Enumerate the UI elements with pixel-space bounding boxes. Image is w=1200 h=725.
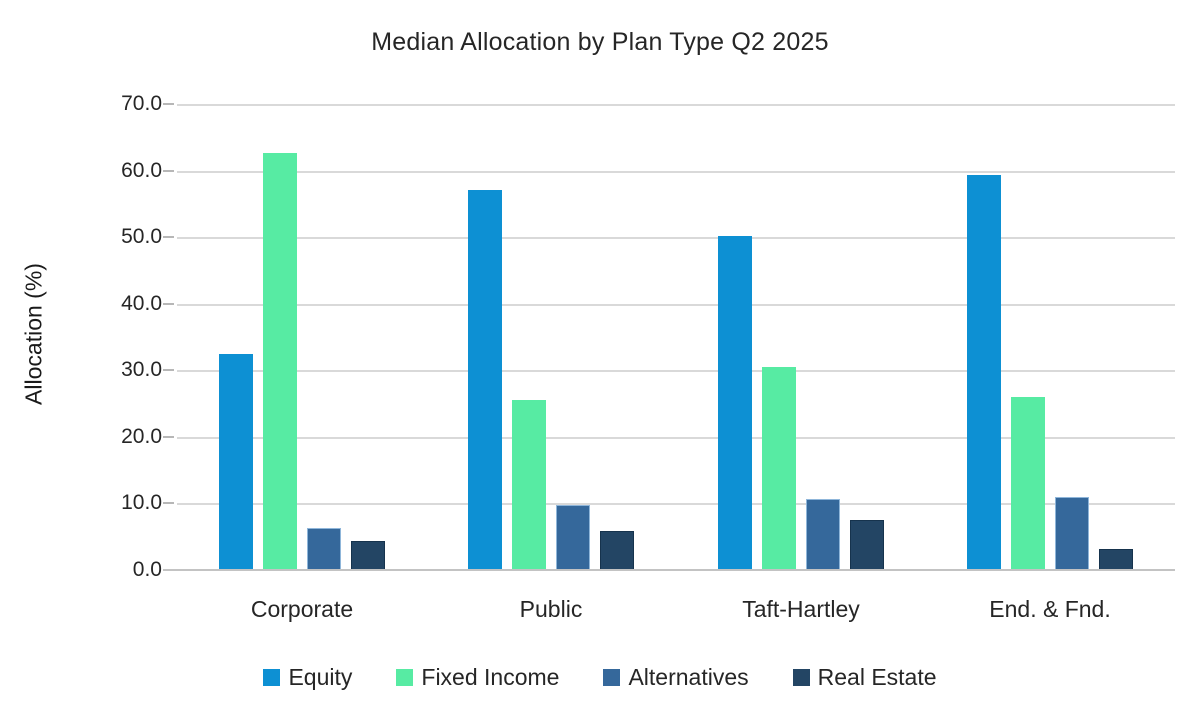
legend: Equity Fixed Income Alternatives Real Estat… — [0, 664, 1200, 691]
y-tick-label: 20.0 — [121, 425, 162, 448]
legend-label: Fixed Income — [421, 664, 560, 690]
bar-real-estate — [600, 531, 635, 570]
y-tick-label: 70.0 — [121, 92, 162, 115]
legend-item-fixed-income: Fixed Income — [396, 664, 559, 691]
bar-alternatives — [306, 528, 341, 570]
legend-item-equity: Equity — [263, 664, 352, 691]
x-axis-label: End. & Fnd. — [989, 596, 1111, 622]
legend-label: Equity — [288, 664, 353, 690]
legend-swatch-icon — [263, 669, 281, 686]
bar-alternatives — [805, 499, 840, 570]
gridline — [177, 370, 1175, 372]
legend-item-real-estate: Real Estate — [792, 664, 937, 691]
y-tick-label: 30.0 — [121, 358, 162, 381]
bar-equity — [468, 190, 503, 570]
bar-equity — [717, 236, 752, 570]
plot-area — [163, 104, 1175, 571]
bar-groups — [177, 104, 1175, 570]
bar-group-taft-hartley — [676, 104, 926, 570]
bar-fixed-income — [1011, 397, 1046, 570]
bar-fixed-income — [761, 367, 796, 570]
legend-swatch-icon — [603, 669, 621, 686]
gridline — [177, 237, 1175, 239]
bar-group-corporate — [177, 104, 427, 570]
bar-alternatives — [556, 505, 591, 570]
x-axis-label: Corporate — [250, 596, 354, 622]
bar-group-end-fnd — [926, 104, 1176, 570]
y-tick-mark — [163, 170, 174, 172]
bar-fixed-income — [512, 400, 547, 570]
bar-equity — [218, 354, 253, 570]
gridline — [177, 171, 1175, 173]
y-tick-mark — [163, 502, 174, 504]
legend-item-alternatives: Alternatives — [603, 664, 749, 691]
y-tick-mark — [163, 103, 174, 105]
gridline — [177, 104, 1175, 106]
y-tick-label: 0.0 — [132, 558, 162, 581]
x-axis-line — [163, 569, 1175, 571]
y-tick-label: 10.0 — [121, 491, 162, 514]
x-axis-label: Taft-Hartley — [742, 596, 860, 622]
y-tick-mark — [163, 436, 174, 438]
y-axis-title: Allocation (%) — [20, 263, 47, 405]
legend-label: Alternatives — [628, 664, 749, 690]
bar-alternatives — [1055, 497, 1090, 570]
bar-group-public — [427, 104, 677, 570]
legend-swatch-icon — [396, 669, 414, 686]
legend-swatch-icon — [792, 669, 810, 686]
bar-fixed-income — [262, 153, 297, 570]
gridline — [177, 304, 1175, 306]
y-tick-label: 50.0 — [121, 225, 162, 248]
chart-title: Median Allocation by Plan Type Q2 2025 — [371, 28, 829, 56]
x-axis-label: Public — [519, 596, 583, 622]
gridline — [177, 503, 1175, 505]
bar-real-estate — [1099, 549, 1134, 570]
y-tick-label: 60.0 — [121, 159, 162, 182]
legend-label: Real Estate — [817, 664, 937, 690]
y-tick-mark — [163, 369, 174, 371]
bar-real-estate — [849, 520, 884, 570]
y-tick-label: 40.0 — [121, 292, 162, 315]
y-tick-mark — [163, 303, 174, 305]
gridline — [177, 437, 1175, 439]
y-tick-mark — [163, 236, 174, 238]
bar-equity — [967, 175, 1002, 570]
bar-real-estate — [350, 541, 385, 570]
